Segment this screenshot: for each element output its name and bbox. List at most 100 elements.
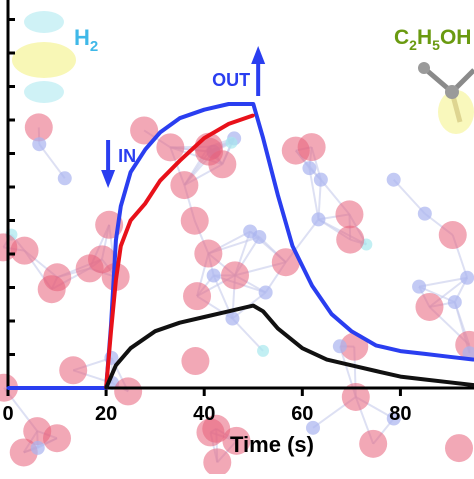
series-point [399, 375, 402, 378]
series-point [105, 386, 108, 389]
series-point [203, 136, 206, 139]
series-layer [6, 102, 474, 389]
lattice-atom [359, 430, 387, 458]
x-tick-label: 0 [2, 403, 13, 425]
series-point [227, 310, 230, 313]
x-axis-label: Time (s) [230, 432, 314, 457]
lattice-atom [439, 221, 467, 249]
out-marker: OUT [212, 46, 265, 96]
lattice-atom [311, 212, 325, 226]
lattice-atom [183, 282, 211, 310]
h2-label: H2 [74, 25, 98, 55]
lattice-atom [181, 207, 209, 235]
series-point [158, 179, 161, 182]
lattice-atom [460, 271, 474, 285]
series-point [350, 364, 353, 367]
ethanol-molecule-illustration [418, 62, 474, 134]
series-point [252, 102, 255, 105]
series-point [448, 381, 451, 384]
lattice-atom [207, 269, 221, 283]
series-point [178, 159, 181, 162]
lattice-atom [194, 240, 222, 268]
series-point [276, 193, 279, 196]
lattice-atom [445, 434, 473, 462]
x-tick-label: 40 [193, 403, 215, 425]
lattice-atom [11, 237, 39, 265]
series-point [374, 344, 377, 347]
series-point [261, 136, 264, 139]
lattice-atom [333, 339, 347, 353]
series-point [114, 239, 117, 242]
lattice-atom [43, 424, 71, 452]
lattice-atom [282, 137, 310, 165]
out-label: OUT [212, 70, 250, 90]
lattice-atom [257, 345, 269, 357]
series-point [109, 330, 112, 333]
lattice-atom [412, 280, 426, 294]
series-point [350, 330, 353, 333]
lattice-atom [31, 441, 45, 455]
series-point [291, 244, 294, 247]
series-point [261, 310, 264, 313]
lattice-atom [181, 347, 209, 375]
series-point [227, 102, 230, 105]
h2-orbital-illustration [12, 11, 76, 103]
lattice-atom [243, 224, 257, 238]
series-point [399, 349, 402, 352]
series-point [325, 358, 328, 361]
lattice-atom [156, 133, 184, 161]
series-point [119, 244, 122, 247]
series-point [129, 219, 132, 222]
series-blue-line [8, 104, 474, 388]
series-point [374, 369, 377, 372]
lattice-atom [335, 200, 363, 228]
series-point [178, 117, 181, 120]
in-marker: IN [101, 140, 136, 188]
lattice-atom [302, 161, 316, 175]
lattice-atom [448, 295, 462, 309]
lattice-atom [114, 377, 142, 405]
series-point [203, 315, 206, 318]
lattice-atom [418, 207, 432, 221]
series-point [423, 378, 426, 381]
series-point [114, 278, 117, 281]
series-point [227, 122, 230, 125]
series-point [6, 386, 9, 389]
lattice-atom [225, 137, 237, 149]
series-point [330, 313, 333, 316]
series-point [129, 171, 132, 174]
lattice-atom [88, 245, 116, 273]
series-point [252, 304, 255, 307]
lattice-atom [314, 173, 328, 187]
series-point [203, 108, 206, 111]
series-point [119, 205, 122, 208]
series-point [423, 352, 426, 355]
series-point [311, 284, 314, 287]
series-point [154, 330, 157, 333]
series-point [129, 347, 132, 350]
lattice-atom [259, 285, 273, 299]
lattice-atom [336, 226, 364, 254]
lattice-atom [225, 312, 239, 326]
lattice-atom [38, 275, 66, 303]
series-point [178, 321, 181, 324]
lattice-atom [58, 171, 72, 185]
series-point [158, 131, 161, 134]
series-point [301, 347, 304, 350]
series-point [252, 114, 255, 117]
lattice-atom [32, 137, 46, 151]
series-point [448, 355, 451, 358]
x-tick-label: 20 [95, 403, 117, 425]
in-arrow-head [101, 170, 115, 188]
x-tick-label: 80 [389, 403, 411, 425]
lattice-atom [387, 173, 401, 187]
ethanol-label: C2H5OH [394, 26, 471, 53]
series-point [276, 327, 279, 330]
series-point [114, 364, 117, 367]
lattice-atom [170, 171, 198, 199]
in-label: IN [118, 146, 136, 166]
lattice-atom [59, 356, 87, 384]
out-arrow-head [251, 46, 265, 64]
series-point [144, 202, 147, 205]
